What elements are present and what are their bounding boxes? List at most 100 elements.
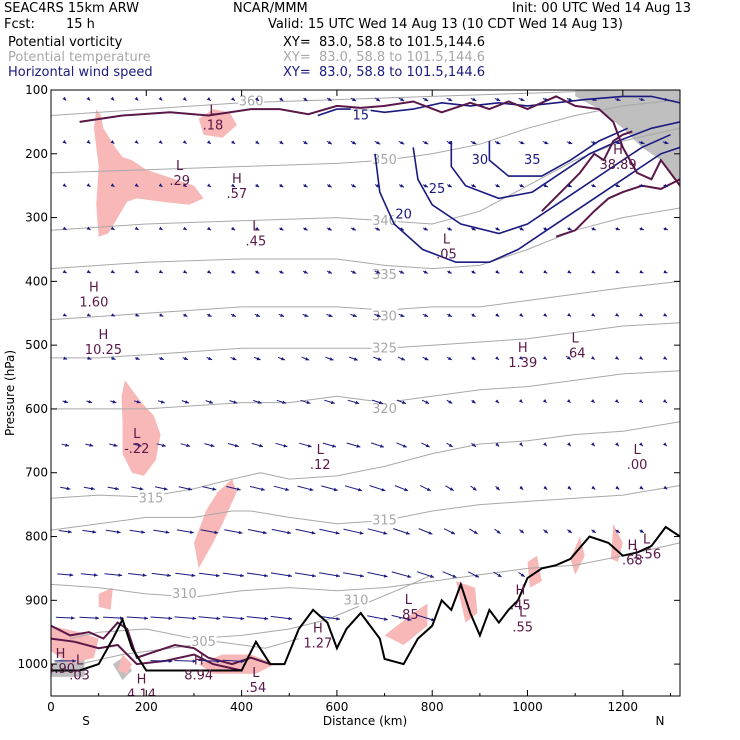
extremum-letter: L (443, 232, 451, 247)
extremum-letter: H (232, 172, 242, 187)
wind-vector (350, 227, 357, 231)
theta-contour-label: 335 (372, 268, 397, 283)
wind-vector (175, 572, 196, 578)
wind-vector (222, 572, 245, 578)
wind-vector (471, 313, 476, 318)
extremum-letter: H (89, 280, 99, 295)
wind-vector (104, 573, 123, 577)
wind-vector (494, 528, 501, 535)
wind-vector (639, 270, 644, 274)
wind-vector (176, 529, 194, 534)
wind-label-bg (469, 152, 490, 167)
wind-vector (344, 485, 363, 492)
wind-vector (566, 140, 573, 145)
wind-vector (150, 616, 173, 620)
wind-vector (495, 485, 501, 491)
wind-vector (398, 313, 405, 318)
wind-vector (275, 442, 288, 448)
extremum-value: .55 (512, 621, 533, 636)
wind-vector (319, 528, 340, 535)
wind-vector (158, 96, 163, 101)
wind-vector (347, 399, 360, 405)
theta-contour (51, 542, 680, 598)
wind-vector (279, 140, 284, 145)
wind-vector (158, 269, 164, 274)
wind-vector (302, 270, 309, 274)
wind-vector (567, 485, 572, 490)
wind-vector (614, 356, 620, 360)
pv-line-layer (51, 95, 680, 672)
wind-vector (495, 356, 500, 361)
wind-vector (299, 442, 312, 448)
extremum-letter: L (643, 532, 651, 547)
terrain-layer (51, 525, 680, 672)
wind-vector (198, 616, 221, 621)
wind-vector (615, 529, 621, 534)
wind-vector (246, 572, 269, 578)
wind-vector (295, 528, 316, 535)
wind-vector (567, 313, 572, 317)
valid-time: Valid: 15 UTC Wed 14 Aug 13 (10 CDT Wed … (268, 17, 623, 32)
fcst-value: 15 h (66, 17, 95, 32)
wind-vector (398, 140, 405, 145)
wind-vector (591, 270, 596, 274)
x-tick-label: 0 (47, 700, 55, 714)
wind-vector (446, 356, 453, 361)
wind-vector (198, 659, 221, 663)
wind-vector (663, 356, 668, 360)
theta-contour-label: 310 (172, 587, 197, 602)
extremum-label: L.03 (69, 653, 90, 683)
wind-vector (111, 313, 116, 317)
wind-vector (319, 572, 340, 578)
wind-vector (83, 486, 95, 491)
pv-contour-line (541, 130, 633, 212)
wind-vector (110, 226, 115, 231)
axes-layer: 0 200 400 600 800 1000 1200 100 200 300 400 500 600 7… (17, 83, 680, 714)
wind-vector (301, 356, 310, 361)
wind-vector (519, 313, 524, 318)
theta-label-bg (371, 308, 398, 323)
pv-region (384, 603, 428, 645)
wind-vector (391, 614, 412, 621)
wind-vector (109, 443, 118, 447)
extremum-value: .18 (203, 119, 224, 134)
wind-vector (494, 97, 501, 102)
wind-vector (207, 226, 212, 231)
extremum-value: .12 (310, 458, 331, 473)
wind-vector (495, 227, 501, 231)
extremum-value: .45 (510, 598, 531, 613)
wind-vector (324, 399, 335, 405)
wind-vector (322, 442, 337, 448)
wind-vector (396, 399, 407, 405)
wind-vector (394, 485, 409, 492)
wind-vector (202, 486, 217, 491)
wind-vector (110, 269, 115, 274)
wind-vector (62, 96, 67, 101)
wind-vector (80, 573, 98, 577)
extremum-label: H.45 (510, 583, 531, 613)
wind-vector (134, 226, 139, 231)
wind-vector (591, 227, 597, 231)
wind-vector (614, 140, 621, 145)
wind-vector (249, 485, 265, 491)
init-time: Init: 00 UTC Wed 14 Aug 13 (512, 1, 692, 16)
extremum-value: .57 (226, 187, 247, 202)
wind-vector (279, 183, 284, 188)
wind-vector (326, 313, 333, 318)
wind-vector (567, 529, 573, 534)
wind-vector (662, 140, 669, 145)
wind-vector (326, 183, 332, 188)
wind-vector (182, 183, 187, 188)
extremum-value: .85 (398, 608, 419, 623)
y-tick-label: 200 (25, 147, 48, 161)
wind-vector (422, 356, 429, 361)
plot-frame (50, 89, 681, 697)
extremum-letter: L (252, 666, 260, 681)
wind-vector (303, 183, 308, 188)
wind-vector (519, 529, 525, 534)
wind-vector (543, 227, 548, 231)
wind-vector (58, 530, 72, 534)
wind-vector (276, 399, 287, 404)
extremum-label: L.00 (627, 443, 648, 473)
